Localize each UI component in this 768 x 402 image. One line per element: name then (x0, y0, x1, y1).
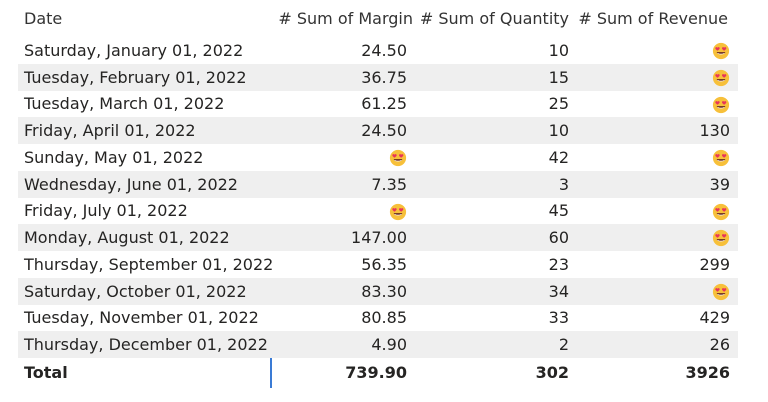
cell-revenue: 26 (709, 335, 730, 355)
cell-quantity: 10 (548, 121, 569, 141)
header-quantity[interactable]: # Sum of Quantity (419, 9, 569, 28)
cell-date: Saturday, October 01, 2022 (24, 281, 247, 301)
table-row[interactable]: Tuesday, February 01, 2022 36.75 15 (18, 63, 738, 91)
cell-quantity: 23 (548, 254, 569, 274)
table-row[interactable]: Sunday, May 01, 2022 42 (18, 144, 738, 171)
cell-date: Monday, August 01, 2022 (24, 228, 230, 248)
cell-margin: 56.35 (361, 254, 407, 274)
heart-eyes-emoji-icon (389, 203, 407, 220)
table-row[interactable]: Monday, August 01, 2022 147.00 60 (18, 224, 738, 251)
heart-eyes-emoji-icon (712, 150, 730, 167)
table-row[interactable]: Tuesday, March 01, 2022 61.25 25 (18, 90, 738, 118)
cell-margin: 4.90 (371, 335, 407, 355)
heart-eyes-emoji-icon (712, 203, 730, 220)
heart-eyes-emoji-icon (712, 230, 730, 247)
total-revenue: 3926 (685, 362, 730, 382)
cell-date: Tuesday, November 01, 2022 (24, 308, 259, 328)
cell-revenue (573, 94, 738, 114)
total-quantity: 302 (535, 362, 569, 382)
cell-revenue (573, 201, 738, 221)
cell-quantity: 25 (548, 94, 569, 114)
cell-revenue (573, 41, 738, 61)
cell-quantity: 45 (548, 201, 569, 221)
cell-quantity: 2 (558, 335, 569, 355)
cell-date: Saturday, January 01, 2022 (24, 40, 244, 60)
total-margin: 739.90 (345, 362, 407, 382)
cell-revenue: 39 (709, 174, 730, 194)
table-row[interactable]: Thursday, December 01, 2022 4.90 2 26 (18, 331, 738, 358)
cell-date: Sunday, May 01, 2022 (24, 147, 204, 167)
cell-margin (271, 201, 413, 221)
table-header: Date # Sum of Margin # Sum of Quantity #… (18, 0, 738, 37)
matrix-table: Date # Sum of Margin # Sum of Quantity #… (18, 0, 738, 386)
cell-date: Friday, April 01, 2022 (24, 121, 196, 141)
cell-date: Wednesday, June 01, 2022 (24, 174, 238, 194)
table-row[interactable]: Wednesday, June 01, 2022 7.35 3 39 (18, 170, 738, 198)
table-row[interactable]: Tuesday, November 01, 2022 80.85 33 429 (18, 304, 738, 332)
cell-margin: 147.00 (351, 228, 407, 248)
cell-revenue (573, 148, 738, 168)
cell-quantity: 60 (548, 228, 569, 248)
total-row: Total 739.90 302 3926 (18, 358, 738, 386)
table-row[interactable]: Friday, July 01, 2022 45 (18, 197, 738, 225)
heart-eyes-emoji-icon (389, 150, 407, 167)
cell-date: Tuesday, March 01, 2022 (24, 94, 225, 114)
header-margin[interactable]: # Sum of Margin (278, 9, 413, 28)
cell-margin: 24.50 (361, 40, 407, 60)
cell-revenue (573, 67, 738, 87)
cell-margin: 36.75 (361, 67, 407, 87)
cell-date: Friday, July 01, 2022 (24, 201, 188, 221)
cell-revenue: 299 (699, 254, 730, 274)
cell-quantity: 34 (548, 281, 569, 301)
table-body: Saturday, January 01, 2022 24.50 10 Tuesday… (18, 37, 738, 358)
table-row[interactable]: Thursday, September 01, 2022 56.35 23 299 (18, 251, 738, 278)
cell-margin: 7.35 (371, 174, 407, 194)
cell-date: Thursday, December 01, 2022 (24, 335, 268, 355)
cell-margin: 80.85 (361, 308, 407, 328)
cell-date: Tuesday, February 01, 2022 (24, 67, 247, 87)
cell-quantity: 15 (548, 67, 569, 87)
total-label: Total (24, 362, 68, 382)
table-row[interactable]: Saturday, January 01, 2022 24.50 10 (18, 37, 738, 64)
cell-revenue (573, 281, 738, 301)
cell-quantity: 3 (558, 174, 569, 194)
cell-margin: 61.25 (361, 94, 407, 114)
cell-revenue: 130 (699, 121, 730, 141)
header-revenue[interactable]: # Sum of Revenue (578, 9, 728, 28)
heart-eyes-emoji-icon (712, 283, 730, 300)
table-row[interactable]: Saturday, October 01, 2022 83.30 34 (18, 277, 738, 305)
cell-margin: 24.50 (361, 121, 407, 141)
cell-quantity: 42 (548, 147, 569, 167)
cell-margin: 83.30 (361, 281, 407, 301)
cell-quantity: 10 (548, 40, 569, 60)
cell-quantity: 33 (548, 308, 569, 328)
heart-eyes-emoji-icon (712, 43, 730, 60)
cell-revenue: 429 (699, 308, 730, 328)
heart-eyes-emoji-icon (712, 96, 730, 113)
table-row[interactable]: Friday, April 01, 2022 24.50 10 130 (18, 117, 738, 144)
cell-date: Thursday, September 01, 2022 (24, 254, 274, 274)
heart-eyes-emoji-icon (712, 69, 730, 86)
cell-margin (271, 148, 413, 168)
cell-revenue (573, 228, 738, 248)
header-date[interactable]: Date (24, 9, 63, 28)
